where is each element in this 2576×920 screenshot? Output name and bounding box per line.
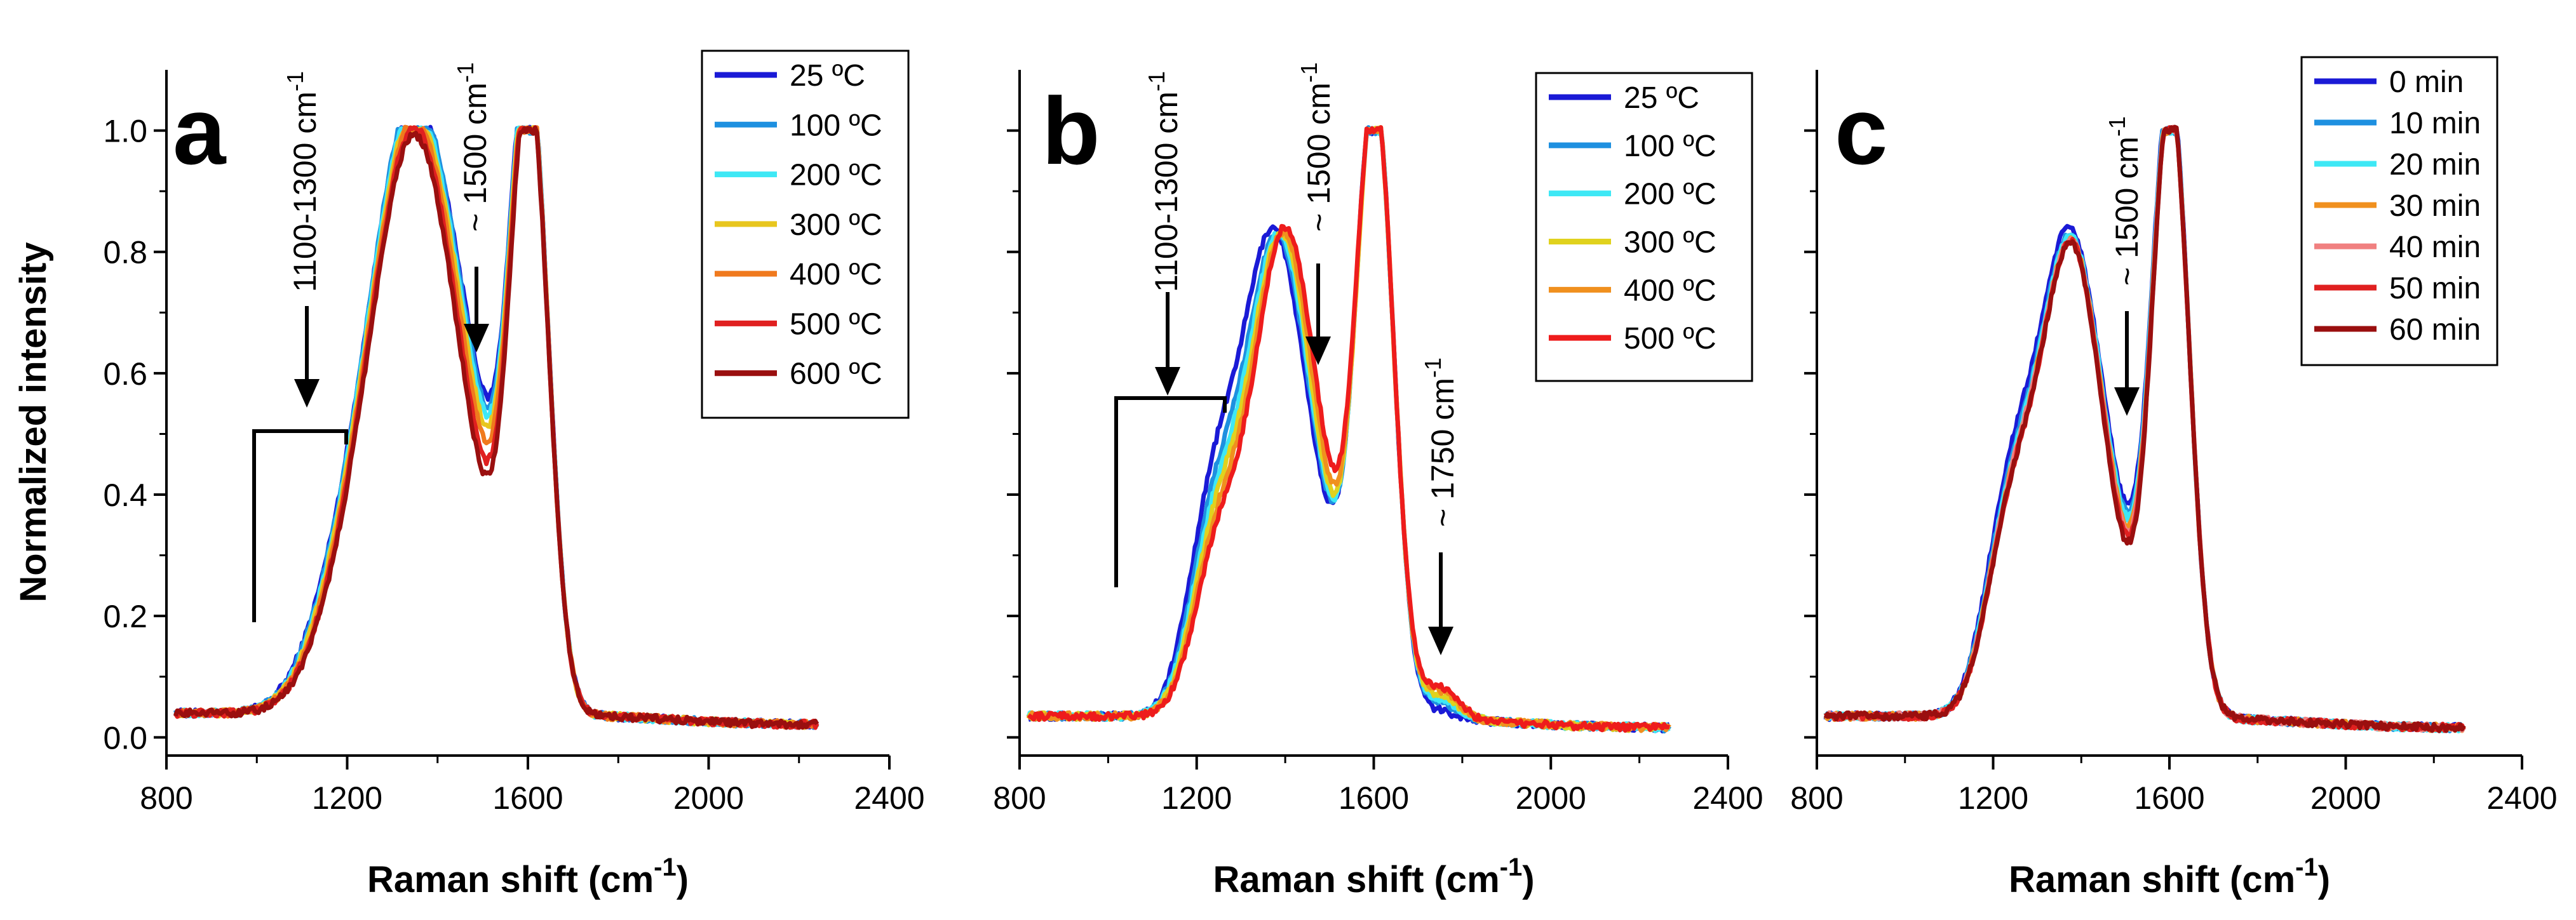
annotation-sup: -1 [282, 71, 308, 91]
annotation-label: ~ 1500 cm-1 [452, 62, 493, 232]
legend-label: 400 ºC [790, 258, 882, 291]
annotation-main: 1100-1300 cm [1149, 91, 1184, 292]
legend-label: 600 ºC [790, 357, 882, 391]
arrow-head [1155, 367, 1180, 396]
y-tick-label: 1.0 [103, 114, 147, 149]
legend-label: 200 ºC [790, 159, 882, 192]
legend-label: 400 ºC [1624, 274, 1716, 307]
legend-frame [701, 50, 910, 419]
annotation-main: ~ 1750 cm [1425, 378, 1460, 527]
x-tick-label: 2400 [1692, 780, 1763, 816]
arrow-head [294, 379, 320, 408]
panel-letter: b [1042, 77, 1100, 184]
annotation-label: 1100-1300 cm-1 [282, 71, 323, 292]
x-tick-label: 2400 [854, 780, 924, 816]
legend-label: 200 ºC [1624, 178, 1716, 211]
arrow-head [1305, 337, 1331, 365]
annotation-main: ~ 1500 cm [2109, 137, 2145, 286]
legend-label: 100 ºC [790, 109, 882, 142]
series-line-5 [1027, 125, 1670, 733]
arrow-head [464, 324, 489, 352]
x-tick-label: 2000 [1516, 780, 1586, 816]
bracket [1114, 396, 1227, 587]
y-tick-label: 0.4 [103, 477, 147, 513]
annotation-sup: -1 [1296, 62, 1322, 83]
annotation-label: 1100-1300 cm-1 [1143, 71, 1184, 292]
x-axis-title-sup: -1 [1500, 853, 1523, 881]
series-line-6 [173, 125, 819, 730]
panel-b: 800 1200 1600 2000 2400 25 ºC 100 ºC 200 ºC 300 … [993, 70, 1763, 900]
x-tick-label: 2000 [2310, 780, 2381, 816]
annotations-a: 1100-1300 cm-1~ 1500 cm-1 [252, 62, 493, 622]
x-axis-title-main: Raman shift (cm [367, 859, 654, 900]
x-axis-title-end: ) [1522, 859, 1534, 900]
y-tick-label: 0.2 [103, 599, 147, 634]
annotation-label: ~ 1750 cm-1 [1420, 357, 1460, 527]
annotation-main: ~ 1500 cm [457, 83, 493, 232]
legend-label: 50 min [2389, 272, 2481, 305]
legend-label: 60 min [2389, 313, 2481, 347]
legend: 0 min 10 min 20 min 30 min 40 min 50 min 60 mi… [2300, 56, 2498, 366]
arrow-head [2114, 387, 2140, 416]
x-tick-label: 2000 [673, 780, 744, 816]
x-tick-label: 1200 [312, 780, 382, 816]
x-axis-title-sup: -1 [654, 853, 677, 881]
y-tick-label: 0.8 [103, 235, 147, 270]
x-tick-label: 800 [1790, 780, 1843, 816]
bracket [252, 429, 348, 622]
y-tick-label: 0.0 [103, 720, 147, 756]
x-tick-label: 1200 [1958, 780, 2028, 816]
legend: 25 ºC 100 ºC 200 ºC 300 ºC 400 ºC 500 ºC 600 º… [701, 50, 910, 419]
legend-label: 500 ºC [1624, 322, 1716, 356]
annotation-sup: -1 [1143, 71, 1170, 91]
y-tick-label: 0.6 [103, 356, 147, 392]
x-tick-label: 1200 [1161, 780, 1232, 816]
annotation-main: ~ 1500 cm [1301, 83, 1337, 232]
annotations-c: ~ 1500 cm-1 [2104, 116, 2145, 416]
x-axis-title-end: ) [677, 859, 689, 900]
x-axis-title-main: Raman shift (cm [1213, 859, 1499, 900]
panel-a: 800 1200 1600 2000 2400 0.0 0.2 0.4 0.6 0.8 1.0 25 … [103, 50, 925, 900]
annotation-sup: -1 [1420, 357, 1446, 378]
legend-label: 30 min [2389, 189, 2481, 223]
annotation-sup: -1 [2104, 116, 2130, 137]
y-axis-title: Normalized intensity [13, 242, 54, 602]
x-tick-label: 1600 [492, 780, 563, 816]
x-tick-label: 1600 [1339, 780, 1409, 816]
legend-label: 25 ºC [790, 59, 865, 93]
legend: 25 ºC 100 ºC 200 ºC 300 ºC 400 ºC 500 ºC [1535, 72, 1753, 382]
legend-label: 100 ºC [1624, 130, 1716, 163]
x-tick-label: 800 [993, 780, 1046, 816]
x-axis-title-main: Raman shift (cm [2009, 859, 2295, 900]
panel-letter: a [173, 77, 227, 184]
legend-label: 300 ºC [790, 208, 882, 242]
legend-label: 40 min [2389, 230, 2481, 264]
legend-frame [1535, 72, 1753, 382]
x-axis-title: Raman shift (cm-1) [2009, 853, 2330, 900]
legend-label: 20 min [2389, 148, 2481, 182]
annotation-sup: -1 [452, 62, 478, 83]
x-tick-label: 2400 [2486, 780, 2557, 816]
x-axis-title-end: ) [2318, 859, 2330, 900]
legend-label: 300 ºC [1624, 226, 1716, 260]
annotation-label: ~ 1500 cm-1 [2104, 116, 2145, 286]
x-tick-label: 800 [140, 780, 192, 816]
annotations-b: 1100-1300 cm-1~ 1500 cm-1~ 1750 cm-1 [1114, 62, 1460, 655]
legend-label: 10 min [2389, 107, 2481, 140]
annotation-main: 1100-1300 cm [287, 91, 323, 292]
x-tick-label: 1600 [2134, 780, 2204, 816]
x-axis-title: Raman shift (cm-1) [1213, 853, 1534, 900]
legend-label: 25 ºC [1624, 81, 1699, 115]
legend-label: 500 ºC [790, 307, 882, 341]
x-axis-title: Raman shift (cm-1) [367, 853, 689, 900]
panel-c: 800 1200 1600 2000 2400 0 min 10 min 20 min 30 m… [1790, 56, 2558, 900]
arrow-head [1428, 627, 1453, 655]
panel-letter: c [1835, 77, 1887, 184]
legend-label: 0 min [2389, 65, 2464, 99]
series-line-6 [1823, 124, 2466, 733]
annotation-label: ~ 1500 cm-1 [1296, 62, 1337, 232]
x-axis-title-sup: -1 [2295, 853, 2318, 881]
legend-frame [2300, 56, 2498, 366]
